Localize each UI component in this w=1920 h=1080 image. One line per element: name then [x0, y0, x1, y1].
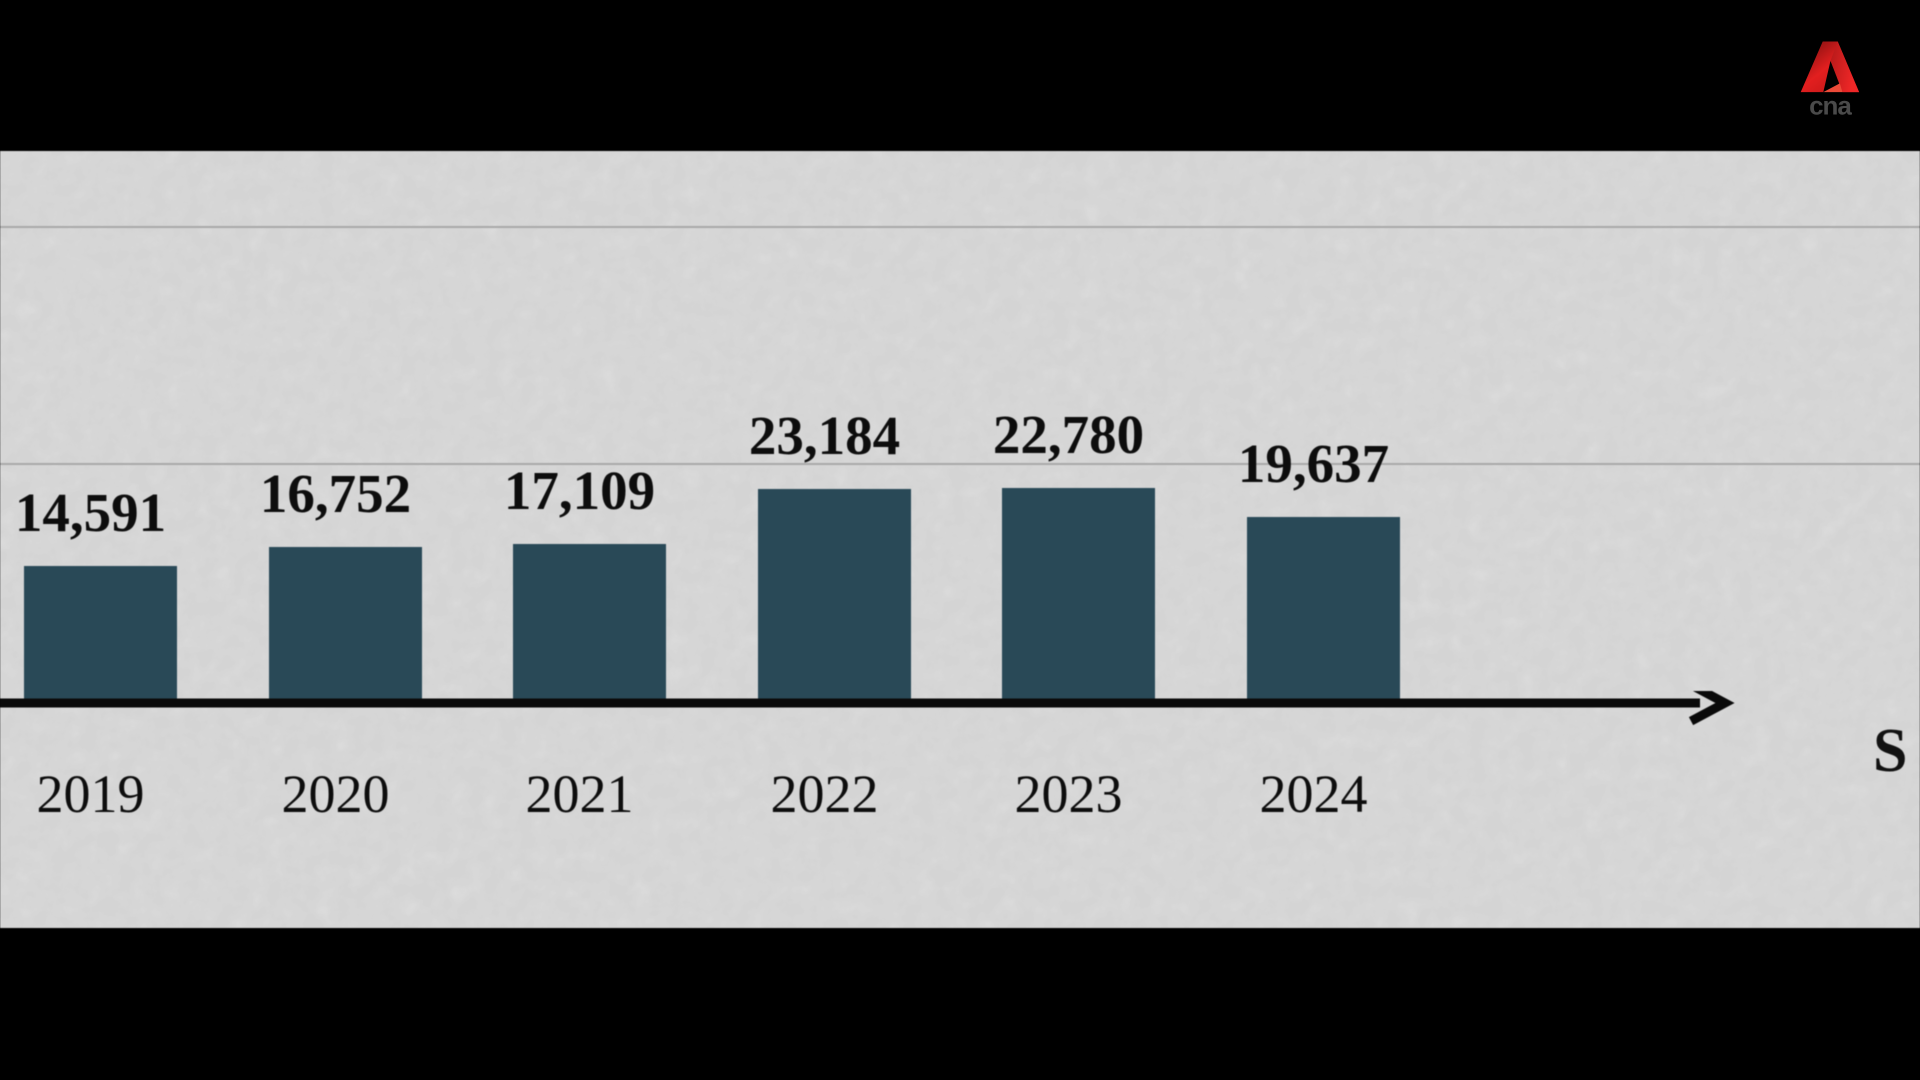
- svg-text:cna: cna: [1809, 91, 1852, 121]
